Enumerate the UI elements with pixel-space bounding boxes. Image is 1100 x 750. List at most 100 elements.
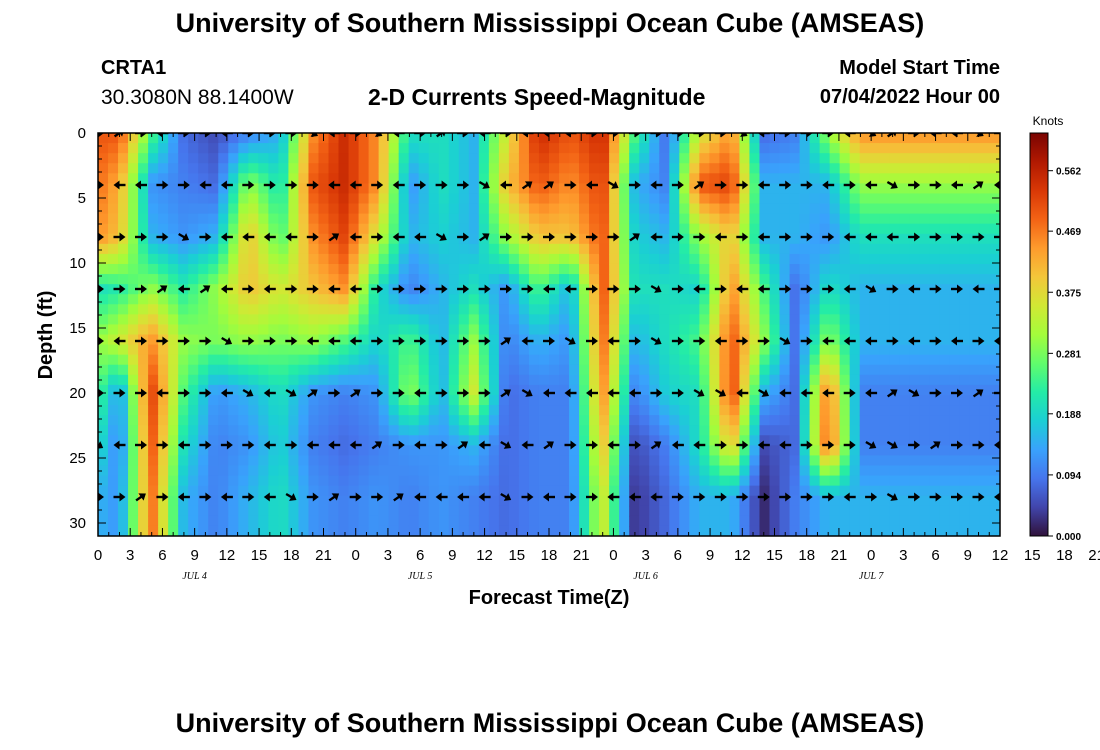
heatmap-cell — [508, 344, 520, 356]
heatmap-cell — [518, 173, 530, 184]
heatmap-cell — [448, 354, 460, 366]
heatmap-cell — [408, 525, 420, 536]
heatmap-cell — [298, 465, 310, 477]
heatmap-cell — [138, 223, 149, 235]
heatmap-cell — [659, 405, 670, 416]
heatmap-cell — [769, 334, 781, 346]
heatmap-cell — [148, 475, 159, 487]
heatmap-cell — [669, 425, 680, 436]
heatmap-cell — [549, 143, 560, 154]
heatmap-cell — [779, 133, 791, 144]
heatmap-cell — [348, 173, 360, 184]
heatmap-cell — [528, 143, 540, 154]
heatmap-cell — [979, 354, 991, 366]
heatmap-cell — [98, 183, 109, 195]
heatmap-cell — [528, 334, 540, 346]
heatmap-cell — [448, 384, 460, 396]
heatmap-cell — [168, 243, 179, 255]
heatmap-cell — [969, 193, 981, 205]
heatmap-cell — [238, 183, 249, 195]
heatmap-cell — [889, 445, 901, 456]
heatmap-cell — [98, 243, 109, 255]
heatmap-cell — [919, 525, 931, 536]
current-arrow-icon — [929, 232, 942, 242]
heatmap-cell — [168, 233, 179, 245]
heatmap-cell — [98, 274, 109, 285]
heatmap-cell — [138, 374, 149, 386]
heatmap-cell — [368, 525, 380, 536]
heatmap-cell — [549, 233, 560, 245]
heatmap-cell — [679, 253, 690, 265]
heatmap-cell — [859, 525, 871, 536]
heatmap-cell — [188, 445, 199, 456]
heatmap-cell — [639, 344, 650, 356]
heatmap-cell — [338, 173, 350, 184]
heatmap-cell — [368, 495, 380, 507]
heatmap-cell — [388, 455, 400, 467]
heatmap-cell — [869, 314, 881, 326]
heatmap-cell — [168, 334, 179, 346]
heatmap-cell — [508, 455, 520, 467]
heatmap-cell — [699, 465, 710, 477]
heatmap-cell — [649, 505, 660, 517]
heatmap-cell — [839, 253, 851, 265]
heatmap-cell — [569, 153, 580, 164]
heatmap-cell — [508, 253, 520, 265]
heatmap-cell — [949, 485, 961, 497]
heatmap-cell — [749, 304, 761, 315]
heatmap-cell — [238, 274, 249, 285]
heatmap-cell — [338, 183, 350, 195]
heatmap-cell — [939, 364, 951, 376]
heatmap-cell — [719, 495, 730, 507]
heatmap-cell — [538, 525, 550, 536]
heatmap-cell — [689, 314, 700, 326]
heatmap-cell — [288, 163, 300, 174]
heatmap-cell — [619, 324, 630, 336]
heatmap-cell — [949, 364, 961, 376]
heatmap-cell — [989, 354, 1000, 366]
heatmap-cell — [418, 455, 430, 467]
heatmap-cell — [559, 173, 570, 184]
heatmap-cell — [238, 294, 249, 305]
heatmap-cell — [639, 324, 650, 336]
heatmap-cell — [859, 213, 871, 225]
heatmap-cell — [559, 475, 570, 487]
heatmap-cell — [899, 354, 911, 366]
heatmap-cell — [719, 445, 730, 456]
heatmap-cell — [338, 304, 350, 315]
heatmap-cell — [749, 364, 761, 376]
heatmap-cell — [939, 193, 951, 205]
heatmap-cell — [649, 324, 660, 336]
heatmap-cell — [518, 203, 530, 215]
heatmap-cell — [268, 203, 279, 215]
heatmap-cell — [428, 183, 440, 195]
heatmap-cell — [338, 405, 350, 416]
heatmap-cell — [659, 223, 670, 235]
heatmap-cell — [458, 213, 470, 225]
heatmap-cell — [689, 425, 700, 436]
heatmap-cell — [128, 324, 139, 336]
heatmap-cell — [518, 364, 530, 376]
heatmap-cell — [829, 344, 841, 356]
heatmap-cell — [659, 163, 670, 174]
current-arrow-icon — [328, 336, 341, 346]
date-label: JUL 6 — [633, 571, 658, 582]
heatmap-cell — [448, 203, 460, 215]
heatmap-cell — [468, 324, 480, 336]
heatmap-cell — [258, 475, 269, 487]
heatmap-cell — [989, 425, 1000, 436]
heatmap-cell — [759, 203, 771, 215]
heatmap-cell — [138, 515, 149, 527]
current-arrow-icon — [457, 492, 470, 502]
heatmap-cell — [498, 163, 510, 174]
heatmap-cell — [599, 173, 610, 184]
heatmap-cell — [318, 153, 330, 164]
heatmap-cell — [759, 485, 771, 497]
heatmap-cell — [799, 193, 811, 205]
heatmap-cell — [258, 193, 269, 205]
heatmap-cell — [629, 435, 640, 446]
x-tick-label: 0 — [352, 547, 360, 564]
heatmap-cell — [989, 384, 1000, 396]
heatmap-cell — [819, 415, 831, 426]
current-arrow-icon — [285, 440, 298, 450]
